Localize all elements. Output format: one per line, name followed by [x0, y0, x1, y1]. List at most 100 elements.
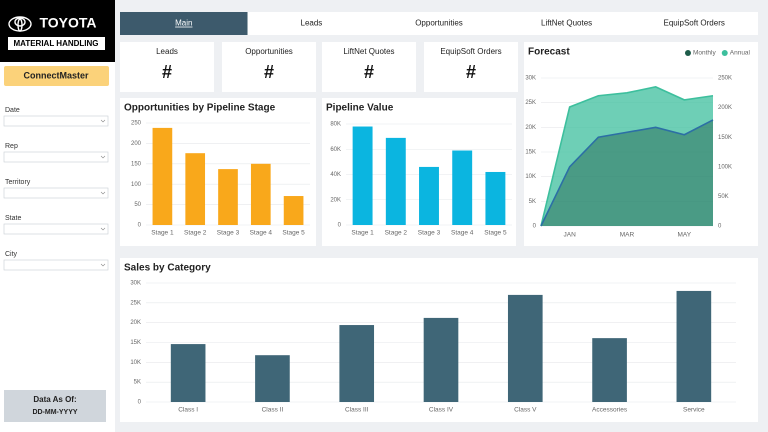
app-button[interactable] [4, 66, 109, 86]
bar [170, 344, 206, 402]
tab[interactable] [630, 12, 758, 35]
y-tick-label: 25K [525, 100, 536, 106]
tab[interactable] [375, 12, 503, 35]
filter-label: Rep [5, 143, 18, 150]
tab-label[interactable]: EquipSoft Orders [664, 19, 725, 28]
x-tick-label: MAR [620, 232, 635, 239]
area-fill [541, 86, 713, 226]
x-tick-label: Class III [345, 407, 369, 414]
chart-title: Forecast [528, 47, 570, 58]
chart-title: Opportunities by Pipeline Stage [124, 103, 276, 114]
x-tick-label: Stage 2 [184, 230, 207, 237]
kpi-value: # [364, 62, 374, 82]
y-tick-label: 150 [131, 161, 142, 167]
y-tick-label: 250 [131, 121, 142, 127]
dropdown-chevron [100, 263, 106, 267]
logo-subtext: MATERIAL HANDLING [13, 39, 98, 48]
filter-label: Date [5, 107, 20, 114]
x-tick-label: Stage 3 [418, 230, 441, 237]
kpi-card [120, 42, 214, 92]
y-tick-label: 200 [131, 141, 142, 147]
dropdown-chevron [100, 119, 106, 123]
y-tick-label: 20K [525, 125, 536, 131]
kpi-value: # [264, 62, 274, 82]
kpi-label: LiftNet Quotes [343, 47, 394, 56]
y-tick-label: 0 [718, 224, 722, 230]
x-tick-label: Stage 3 [217, 230, 240, 237]
y-tick-label: 15K [525, 150, 536, 156]
legend-label: Annual [730, 50, 751, 57]
tab[interactable] [120, 12, 248, 35]
chart-title: Sales by Category [124, 263, 211, 274]
bar [419, 166, 439, 225]
bar [385, 137, 406, 225]
bar [250, 163, 271, 225]
tab-label[interactable]: Main [175, 19, 192, 28]
tab[interactable] [502, 12, 631, 35]
y-tick-label: 15K [130, 340, 141, 346]
kpi-label: Opportunities [245, 47, 293, 56]
y-tick-label: 5K [134, 380, 141, 386]
data-as-of-value: DD-MM-YYYY [32, 409, 77, 416]
bar [452, 150, 473, 225]
y-tick-label: 0 [338, 223, 342, 229]
x-tick-label: Class II [262, 407, 284, 414]
bar [423, 317, 459, 402]
x-tick-label: Stage 5 [282, 230, 305, 237]
filter-dropdown[interactable] [3, 187, 109, 199]
tab-label[interactable]: LiftNet Quotes [541, 19, 592, 28]
area-line [540, 119, 714, 227]
x-tick-label: Class V [514, 407, 537, 414]
y-tick-label: 50K [718, 194, 729, 200]
bar [255, 355, 290, 402]
y-tick-label: 20K [130, 320, 141, 326]
kpi-card [424, 42, 518, 92]
bar [152, 127, 173, 225]
x-tick-label: Stage 2 [385, 230, 408, 237]
area-fill [541, 119, 713, 226]
legend-label: Monthly [693, 50, 717, 57]
y-tick-label: 20K [330, 197, 341, 203]
filter-dropdown[interactable] [3, 223, 109, 235]
dropdown-chevron [100, 191, 106, 195]
legend-swatch [684, 50, 691, 56]
tab[interactable] [247, 12, 376, 35]
kpi-value: # [162, 62, 172, 82]
tab-label[interactable]: Leads [301, 19, 323, 28]
bar [507, 294, 543, 402]
filter-label: State [5, 215, 21, 222]
bar [185, 153, 206, 225]
y-tick-label: 0 [138, 223, 142, 229]
bar [485, 171, 506, 225]
bar [339, 325, 375, 402]
area-line [540, 86, 714, 227]
tab-label[interactable]: Opportunities [415, 19, 463, 28]
logo-emblem [8, 16, 32, 32]
x-tick-label: Stage 1 [151, 230, 174, 237]
x-tick-label: Stage 4 [451, 230, 474, 237]
y-tick-label: 25K [130, 300, 141, 306]
data-as-of-label: Data As Of: [33, 395, 76, 404]
x-tick-label: MAY [678, 232, 692, 239]
bar [218, 169, 238, 225]
filter-dropdown[interactable] [3, 151, 109, 163]
filter-dropdown[interactable] [3, 115, 109, 127]
bar [283, 196, 304, 225]
y-tick-label: 5K [529, 199, 536, 205]
bar [676, 290, 712, 402]
x-tick-label: Class I [178, 407, 198, 414]
y-tick-label: 200K [718, 105, 732, 111]
bar [352, 126, 373, 225]
y-tick-label: 0 [533, 224, 537, 230]
app-button-label[interactable]: ConnectMaster [23, 70, 89, 80]
y-tick-label: 10K [130, 360, 141, 366]
kpi-card [222, 42, 316, 92]
y-tick-label: 100K [718, 164, 732, 170]
kpi-card [322, 42, 416, 92]
filter-label: Territory [5, 179, 31, 186]
chart-title: Pipeline Value [326, 103, 394, 114]
y-tick-label: 0 [138, 400, 142, 406]
filter-dropdown[interactable] [3, 259, 109, 271]
y-tick-label: 80K [330, 122, 341, 128]
data-as-of-box [4, 390, 106, 422]
